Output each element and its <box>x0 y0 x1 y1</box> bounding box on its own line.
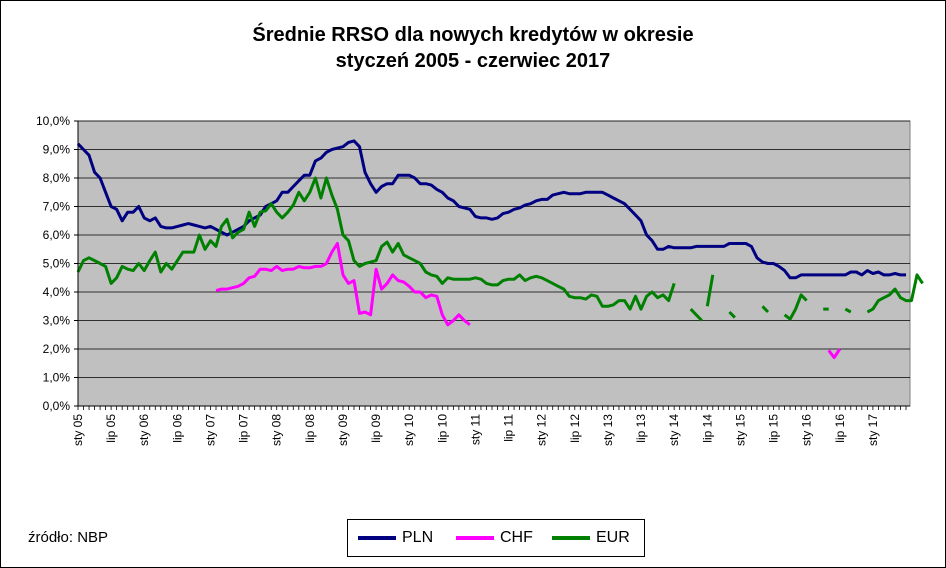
series-line-eur <box>705 274 715 307</box>
series-line-eur <box>728 310 736 319</box>
x-tick-label: lip 07 <box>237 414 251 443</box>
x-tick-label: sty 06 <box>137 414 151 446</box>
y-tick-label: 2,0% <box>43 342 71 356</box>
legend-item-pln: PLN <box>358 520 433 556</box>
y-tick-label: 1,0% <box>43 371 71 385</box>
x-tick-label: sty 16 <box>800 414 814 446</box>
y-tick-label: 0,0% <box>43 399 71 413</box>
x-tick-label: sty 10 <box>402 414 416 446</box>
x-axis-ticks: sty 05 lip 05 sty 06 lip 06 sty 07 lip 07 sty … <box>71 406 907 446</box>
source-note: źródło: NBP <box>28 529 109 546</box>
x-tick-label: lip 13 <box>634 414 648 443</box>
x-tick-label: sty 15 <box>733 414 747 446</box>
x-tick-label: lip 06 <box>170 414 184 443</box>
series-line-eur <box>844 307 852 314</box>
y-tick-label: 9,0% <box>43 143 71 157</box>
x-tick-label: sty 05 <box>71 414 85 446</box>
series-lines <box>76 139 924 360</box>
y-tick-label: 6,0% <box>43 228 71 242</box>
x-tick-label: lip 09 <box>369 414 383 443</box>
series-line-eur <box>689 308 703 322</box>
chart-title: Średnie RRSO dla nowych kredytów w okres… <box>0 22 946 74</box>
legend-label-pln: PLN <box>402 529 434 546</box>
y-axis-ticks: 0,0% 1,0% 2,0% 3,0% 4,0% 5,0% 6,0% 7,0% 8,0% 9,0%… <box>36 114 78 413</box>
x-tick-label: sty 14 <box>667 414 681 446</box>
series-line-eur <box>783 293 808 321</box>
y-tick-label: 4,0% <box>43 285 71 299</box>
legend-swatch-eur <box>552 536 590 540</box>
y-tick-label: 10,0% <box>36 114 70 128</box>
series-line-chf <box>827 348 842 360</box>
chart-legend: PLN CHF EUR <box>347 519 645 557</box>
x-tick-label: lip 10 <box>435 414 449 443</box>
chart-title-line-1: Średnie RRSO dla nowych kredytów w okres… <box>252 24 694 46</box>
x-tick-label: sty 13 <box>601 414 615 446</box>
y-tick-label: 5,0% <box>43 257 71 271</box>
x-tick-label: sty 09 <box>336 414 350 446</box>
x-tick-label: sty 11 <box>468 414 482 445</box>
y-tick-label: 3,0% <box>43 314 71 328</box>
x-tick-label: lip 05 <box>104 414 118 443</box>
x-tick-label: sty 08 <box>270 414 284 446</box>
series-line-eur <box>76 176 676 311</box>
legend-swatch-chf <box>456 536 494 540</box>
grid-lines <box>78 120 910 378</box>
series-line-eur <box>761 305 770 314</box>
y-tick-label: 7,0% <box>43 200 71 214</box>
legend-label-eur: EUR <box>596 529 630 546</box>
y-tick-label: 8,0% <box>43 171 71 185</box>
series-line-eur <box>866 273 924 314</box>
x-tick-label: lip 15 <box>767 414 781 443</box>
x-tick-label: sty 12 <box>535 414 549 446</box>
legend-item-chf: CHF <box>456 520 533 556</box>
x-tick-label: lip 11 <box>502 414 516 442</box>
x-tick-label: sty 17 <box>866 414 880 446</box>
x-tick-label: lip 12 <box>568 414 582 443</box>
x-tick-label: sty 07 <box>203 414 217 446</box>
series-line-pln <box>76 139 906 280</box>
chart-title-line-2: styczeń 2005 - czerwiec 2017 <box>335 50 611 72</box>
x-tick-label: lip 08 <box>303 414 317 443</box>
x-tick-label: lip 14 <box>700 414 714 443</box>
series-line-chf <box>215 242 471 327</box>
legend-label-chf: CHF <box>500 529 533 546</box>
x-tick-label: lip 16 <box>833 414 847 443</box>
legend-item-eur: EUR <box>552 520 630 556</box>
legend-swatch-pln <box>358 536 396 540</box>
